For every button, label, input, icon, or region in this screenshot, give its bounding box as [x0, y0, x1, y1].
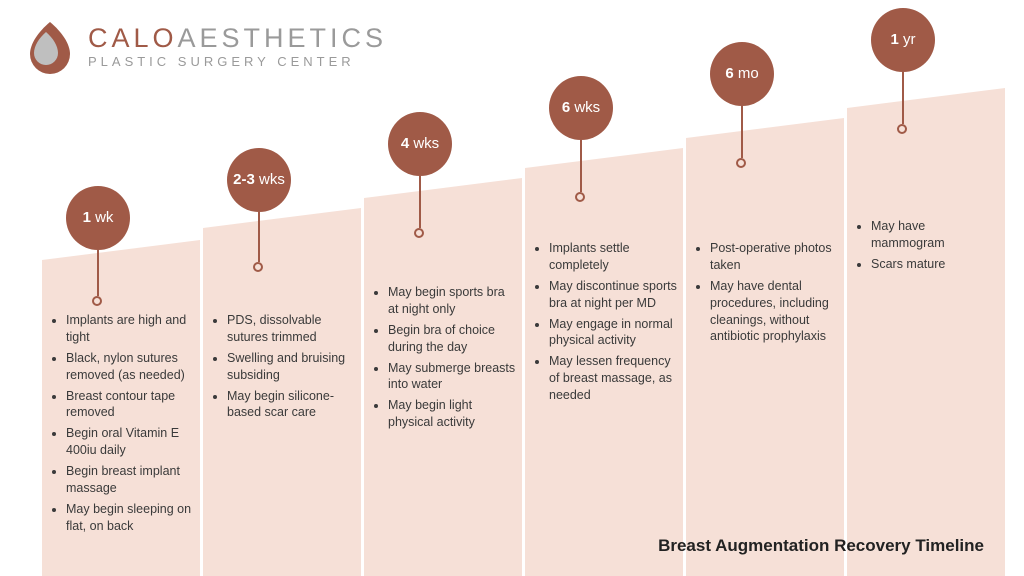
timeline-stage: 1 wk Implants are high and tight Black, ny…	[0, 0, 1024, 576]
infographic-title: Breast Augmentation Recovery Timeline	[658, 536, 984, 556]
milestone-pin-icon	[741, 106, 743, 158]
milestone-item: May submerge breasts into water	[388, 360, 516, 394]
milestone-items: PDS, dissolvable sutures trimmed Swelling…	[213, 312, 355, 425]
milestone-badge: 6 wks	[549, 76, 613, 140]
milestone-badge: 2-3 wks	[227, 148, 291, 212]
milestone-item: May begin sleeping on flat, on back	[66, 501, 194, 535]
milestone-items: Implants are high and tight Black, nylon …	[52, 312, 194, 539]
milestone-item: Begin oral Vitamin E 400iu daily	[66, 425, 194, 459]
milestone-item: Implants settle completely	[549, 240, 677, 274]
milestone-item: May begin silicone-based scar care	[227, 388, 355, 422]
milestone-item: Black, nylon sutures removed (as needed)	[66, 350, 194, 384]
timeline-panel	[847, 88, 1005, 576]
milestone-item: Scars mature	[871, 256, 999, 273]
milestone-pin-icon	[97, 250, 99, 296]
milestone-badge: 6 mo	[710, 42, 774, 106]
milestone-item: May engage in normal physical activity	[549, 316, 677, 350]
milestone-item: May have dental procedures, including cl…	[710, 278, 838, 346]
milestone-pin-icon	[580, 140, 582, 192]
milestone-item: Begin bra of choice during the day	[388, 322, 516, 356]
milestone-badge: 1 yr	[871, 8, 935, 72]
milestone-badge: 1 wk	[66, 186, 130, 250]
milestone-items: Implants settle completely May discontinu…	[535, 240, 677, 408]
milestone-items: Post-operative photos taken May have dent…	[696, 240, 838, 349]
milestone-pin-icon	[258, 212, 260, 262]
milestone-item: Post-operative photos taken	[710, 240, 838, 274]
milestone-item: May begin sports bra at night only	[388, 284, 516, 318]
milestone-pin-icon	[419, 176, 421, 228]
milestone-item: May lessen frequency of breast massage, …	[549, 353, 677, 404]
milestone-item: May have mammogram	[871, 218, 999, 252]
milestone-items: May have mammogram Scars mature	[857, 218, 999, 277]
milestone-item: May discontinue sports bra at night per …	[549, 278, 677, 312]
milestone-item: Begin breast implant massage	[66, 463, 194, 497]
milestone-item: PDS, dissolvable sutures trimmed	[227, 312, 355, 346]
milestone-item: Swelling and bruising subsiding	[227, 350, 355, 384]
milestone-item: May begin light physical activity	[388, 397, 516, 431]
milestone-pin-icon	[902, 72, 904, 124]
milestone-badge: 4 wks	[388, 112, 452, 176]
timeline-column	[847, 88, 1005, 576]
milestone-item: Implants are high and tight	[66, 312, 194, 346]
milestone-item: Breast contour tape removed	[66, 388, 194, 422]
milestone-items: May begin sports bra at night only Begin …	[374, 284, 516, 435]
